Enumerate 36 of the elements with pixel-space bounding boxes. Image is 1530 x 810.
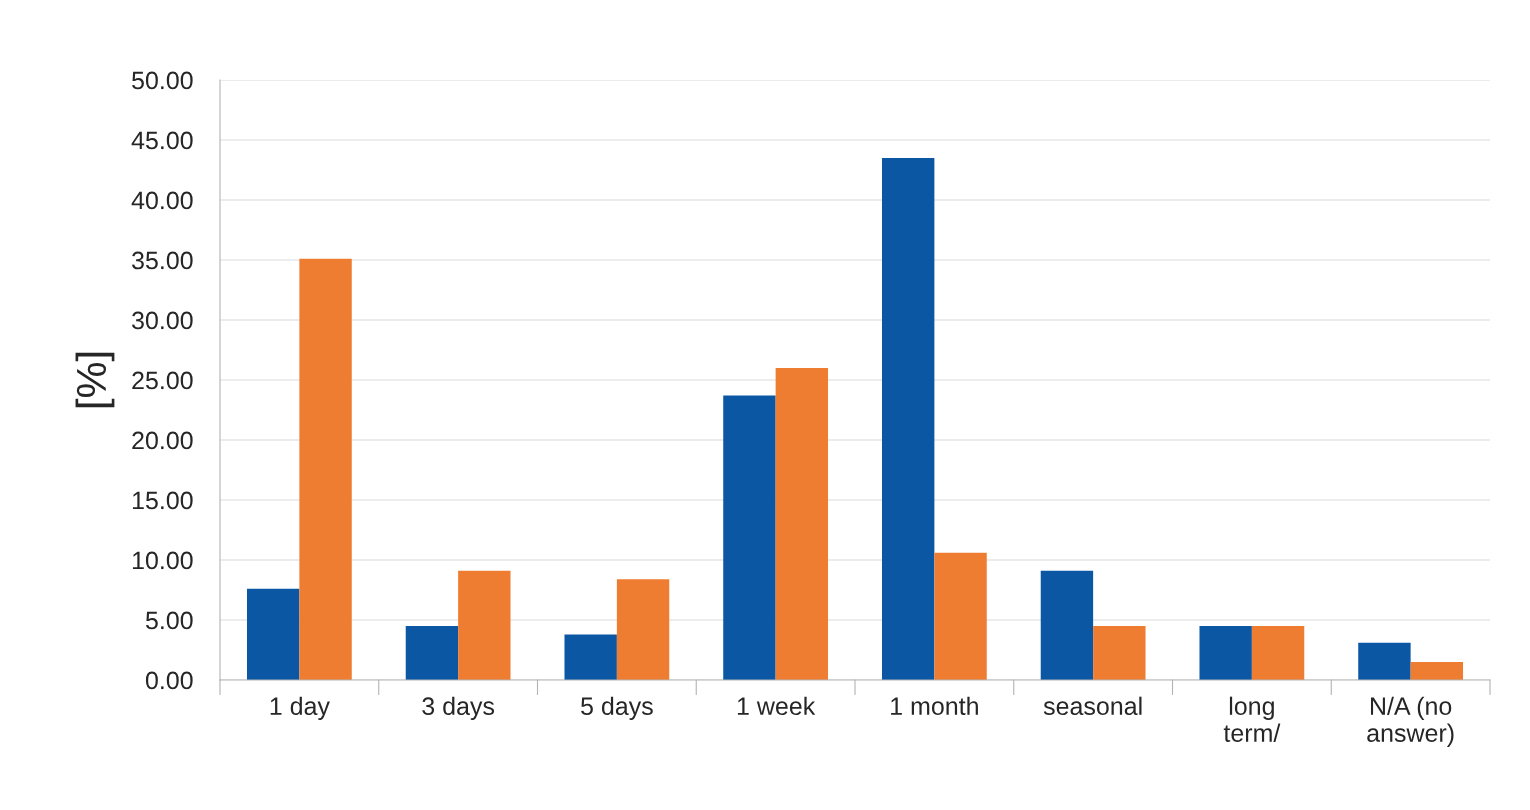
y-tick-label: 0.00 [145, 671, 193, 690]
x-tick-label: N/A (no answer) [1367, 696, 1454, 747]
y-tick-label: 10.00 [132, 551, 193, 570]
bar [564, 634, 617, 680]
bar [1040, 570, 1094, 680]
x-tick-label: seasonal [1043, 696, 1142, 716]
x-tick-label: 1 month [891, 696, 978, 716]
bar [1199, 626, 1252, 680]
y-tick-label: 45.00 [131, 131, 193, 150]
bar [1251, 626, 1305, 680]
bar [1358, 642, 1411, 680]
y-tick-label: 5.00 [145, 611, 193, 630]
y-tick-label: 35.00 [132, 251, 193, 270]
x-tick-label: 3 days [422, 696, 495, 720]
bar [723, 395, 776, 680]
bar [246, 588, 300, 680]
bar [458, 570, 511, 680]
bar [616, 579, 670, 680]
x-tick-label: 5 days [581, 696, 653, 720]
y-tick-label: 15.00 [132, 491, 193, 510]
y-tick-label: 40.00 [131, 191, 193, 210]
y-tick-label: 25.00 [132, 371, 193, 390]
y-tick-label: 20.00 [132, 431, 193, 450]
bar [775, 368, 829, 680]
y-axis-title: [%] [75, 352, 115, 408]
y-tick-label: 50.00 [132, 71, 193, 90]
x-tick-label: 1 week [737, 696, 816, 716]
y-tick-label: 30.00 [132, 311, 193, 330]
bar [1410, 662, 1464, 680]
bar [934, 552, 987, 680]
bar [405, 626, 459, 680]
bar [299, 258, 352, 680]
bar [881, 158, 935, 680]
bar [1093, 626, 1146, 680]
x-tick-label: 1 day [270, 696, 330, 720]
x-tick-label: long term/ [1223, 696, 1281, 742]
